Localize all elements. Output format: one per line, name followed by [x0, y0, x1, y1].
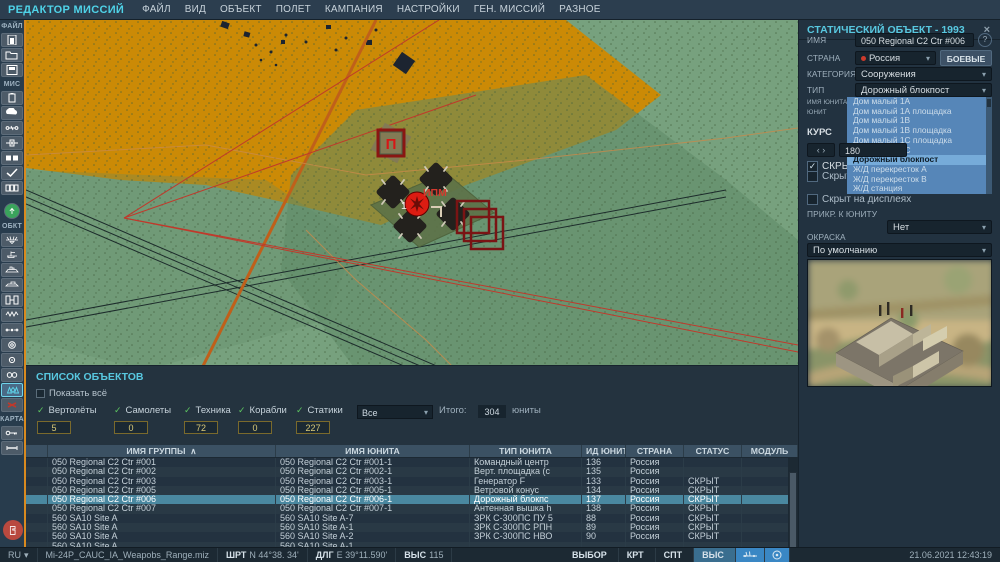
svg-text:1: 1: [401, 200, 407, 212]
svg-text:ИПМ: ИПМ: [423, 187, 447, 199]
svg-text:П: П: [386, 136, 397, 153]
